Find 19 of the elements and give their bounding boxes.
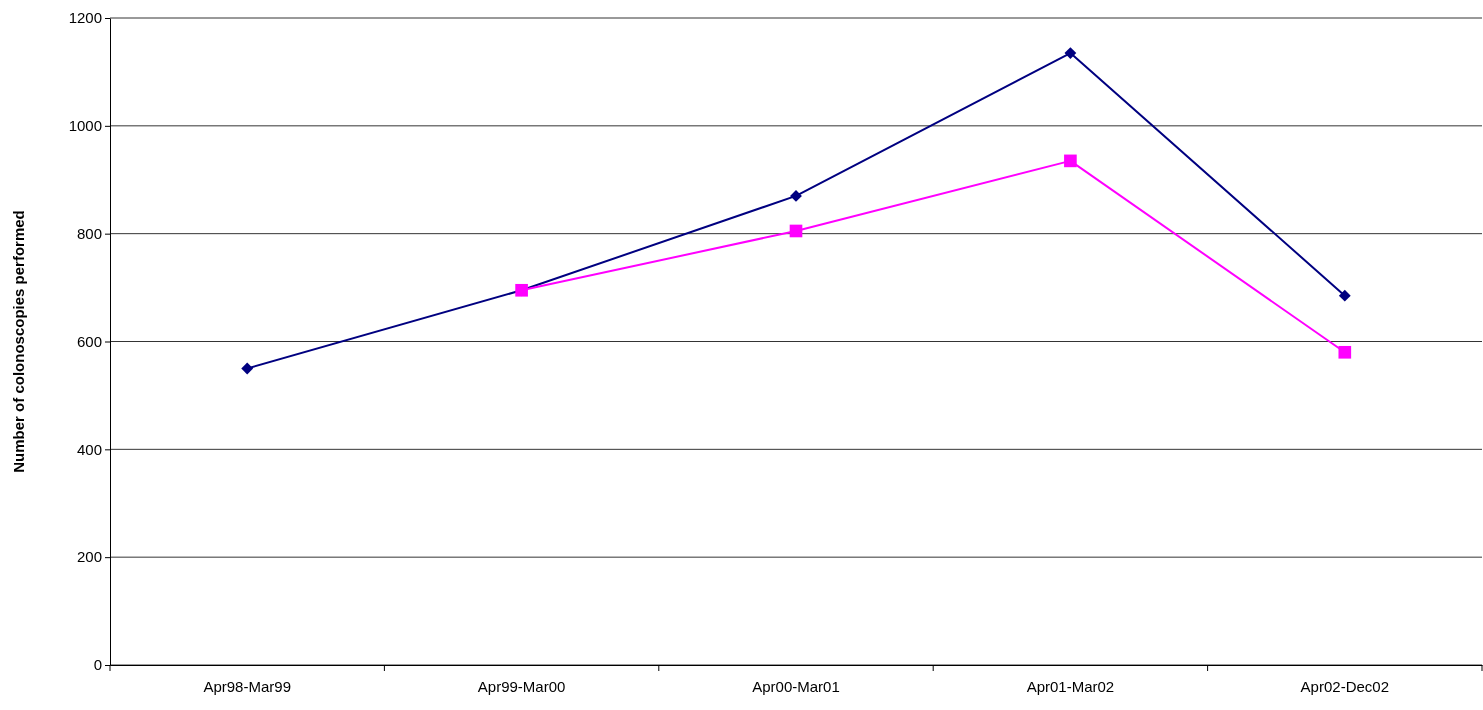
y-tick-label: 600 <box>76 332 102 350</box>
y-axis-title: Number of colonoscopies performed <box>10 210 27 473</box>
y-tick-label: 1200 <box>68 9 102 27</box>
x-tick-label: Apr98-Mar99 <box>203 678 291 695</box>
y-tick-label: 400 <box>76 440 102 458</box>
point <box>241 362 254 375</box>
y-tick-label: 0 <box>93 656 102 674</box>
point <box>1338 289 1351 302</box>
x-tick-label: Apr01-Mar02 <box>1026 678 1115 695</box>
point <box>1338 345 1352 359</box>
point <box>1064 154 1077 168</box>
x-tick-label: Apr99-Mar00 <box>477 678 566 695</box>
y-tick-label: 200 <box>76 548 102 566</box>
x-tick-label: Apr02-Dec02 <box>1300 678 1389 695</box>
point <box>1064 47 1077 59</box>
point <box>789 224 803 238</box>
y-tick-label: 1000 <box>68 117 102 135</box>
y-tick-label: 800 <box>76 224 102 242</box>
x-tick-label: Apr00-Mar01 <box>752 678 840 695</box>
